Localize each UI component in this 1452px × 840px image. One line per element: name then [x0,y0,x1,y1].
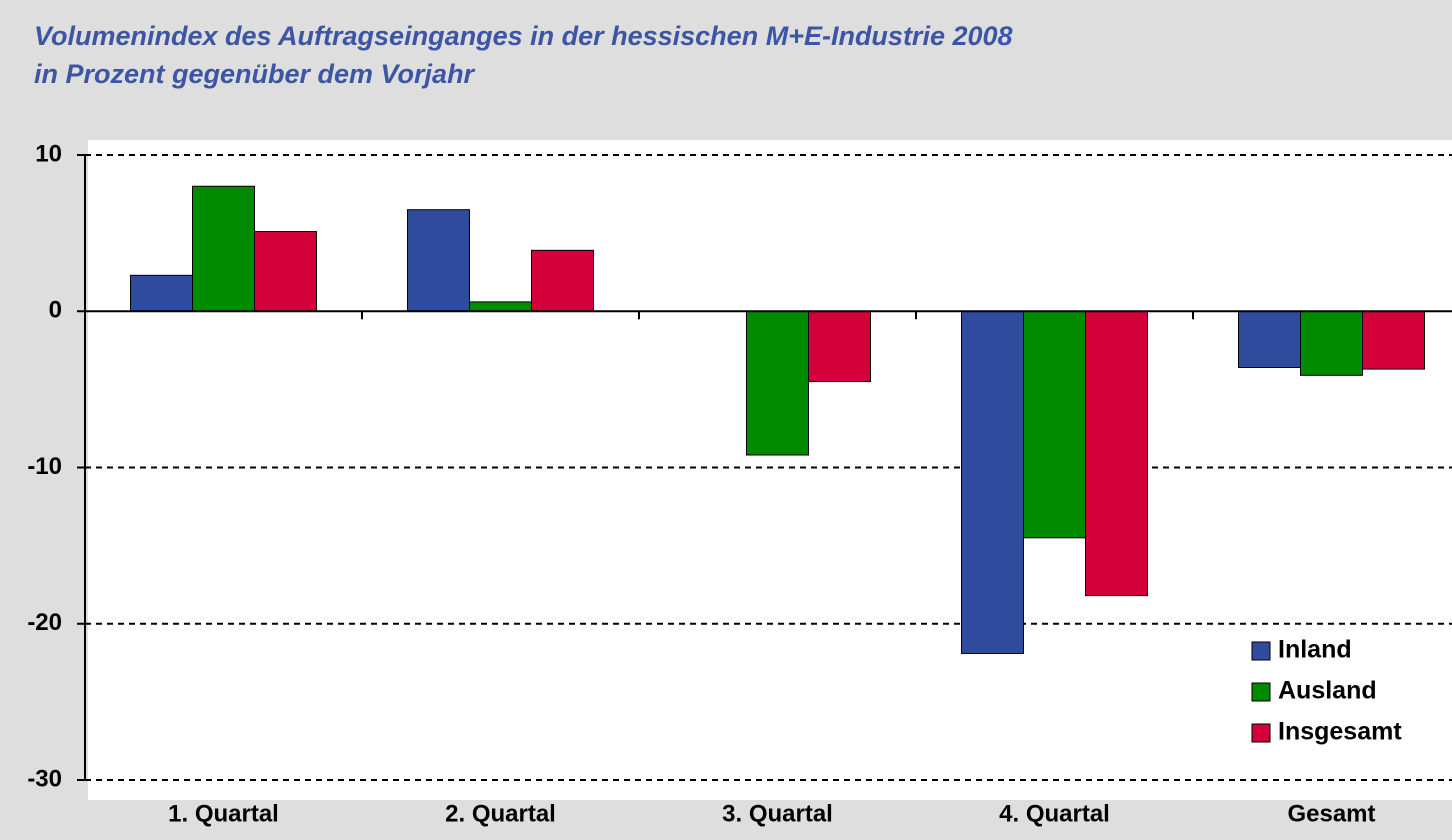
x-tick-label: 4. Quartal [999,800,1110,827]
y-tick-label: 0 [49,297,62,324]
bar [1362,310,1425,370]
y-tick-label: 10 [35,140,62,167]
bar [808,310,871,383]
legend-swatch [1251,641,1271,661]
y-tick-label: -20 [27,609,62,636]
legend-label: Inland [1278,636,1352,664]
legend-swatch [1251,682,1271,702]
bar [531,249,594,312]
bar [192,185,255,312]
bar [1085,310,1148,597]
chart-subtitle: in Prozent gegenüber dem Vorjahr [34,59,476,89]
bar [1238,310,1301,368]
bar [1023,310,1086,539]
x-tick-label: 2. Quartal [445,800,556,827]
x-tick-label: 1. Quartal [168,800,279,827]
legend-swatch [1251,723,1271,743]
bar [130,274,193,312]
bar [469,301,532,312]
legend-label: Ausland [1278,677,1377,705]
y-tick-label: -30 [27,765,62,792]
x-tick-label: 3. Quartal [722,800,833,827]
bar [254,231,317,312]
bar [1300,310,1363,376]
y-tick-label: -10 [27,453,62,480]
bar [961,310,1024,654]
bar [407,209,470,312]
bar [746,310,809,456]
legend-label: Insgesamt [1278,718,1402,746]
chart-title: Volumenindex des Auftragseinganges in de… [34,21,1013,51]
x-tick-label: Gesamt [1287,800,1375,827]
